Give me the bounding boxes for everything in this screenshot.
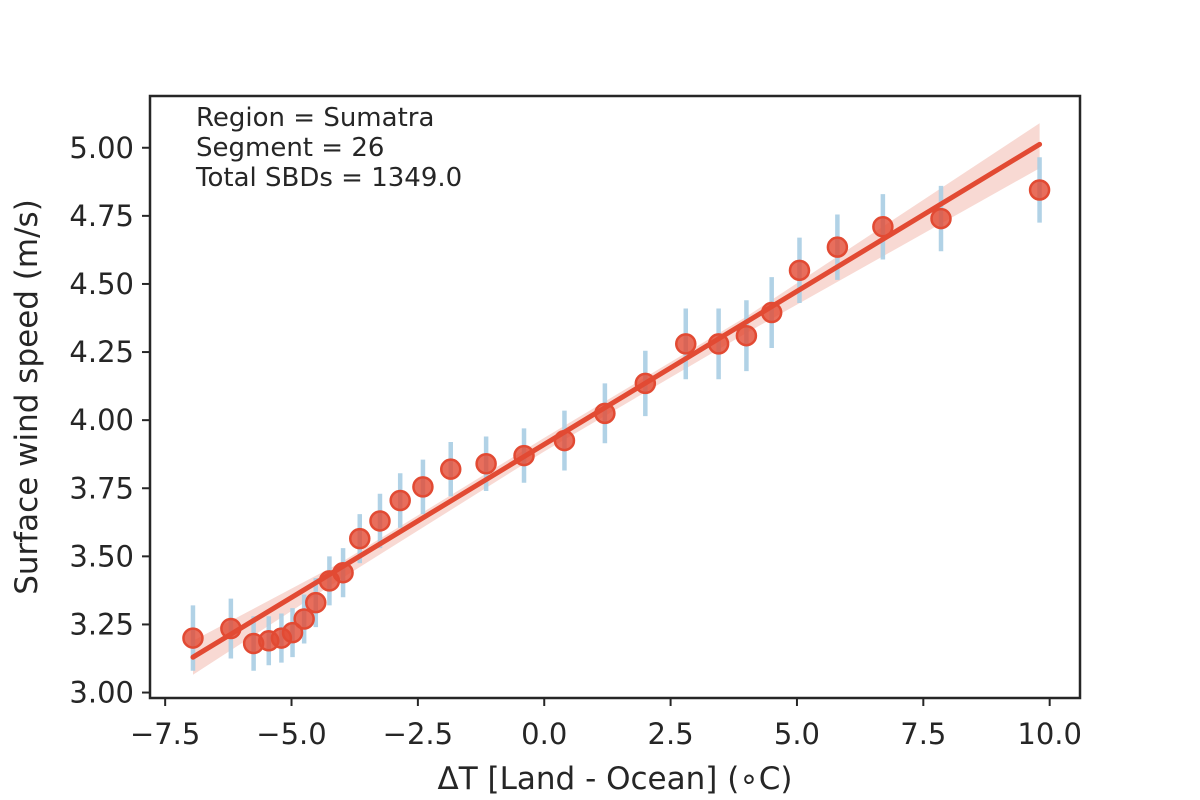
data-point (475, 452, 497, 475)
x-tick-label: 2.5 (648, 717, 694, 751)
data-point (594, 402, 616, 425)
x-tick-label: −2.5 (383, 717, 453, 751)
annotation-total-sbds: Total SBDs = 1349.0 (195, 163, 462, 193)
y-tick-label: 3.00 (69, 676, 134, 710)
data-point (826, 236, 849, 258)
x-tick-label: −7.5 (130, 717, 200, 751)
data-point (305, 591, 327, 614)
data-point (872, 216, 894, 238)
data-point (439, 458, 462, 480)
x-tick-label: −5.0 (256, 717, 326, 751)
data-point (281, 621, 304, 644)
data-point (220, 617, 242, 640)
data-point (293, 608, 315, 630)
data-point (182, 627, 204, 649)
x-tick-label: 0.0 (521, 717, 567, 751)
y-tick-label: 3.25 (69, 607, 134, 641)
data-point (332, 561, 354, 584)
data-point (735, 324, 758, 347)
x-tick-label: 7.5 (900, 717, 946, 751)
annotation-region: Region = Sumatra (196, 103, 434, 133)
data-point (1028, 179, 1051, 201)
plot-area (182, 123, 1051, 675)
x-tick-label: 5.0 (774, 717, 820, 751)
x-axis-label: ΔT [Land - Ocean] (∘C) (438, 761, 793, 797)
y-ticks: 3.00 3.25 3.50 3.75 4.00 4.25 4.50 4.75 5.00 (69, 131, 150, 710)
y-tick-label: 4.75 (69, 199, 134, 233)
axes-frame (148, 94, 1082, 700)
x-tick-label: 10.0 (1017, 717, 1082, 751)
data-point (634, 372, 657, 395)
data-point (788, 259, 811, 282)
data-point (349, 527, 371, 550)
y-tick-label: 4.25 (69, 335, 134, 369)
data-point (553, 429, 576, 452)
data-point (930, 207, 952, 230)
y-axis-label: Surface wind speed (m/s) (9, 199, 45, 595)
y-tick-label: 4.00 (69, 403, 134, 437)
x-ticks: −7.5 −5.0 −2.5 0.0 2.5 5.0 7.5 10.0 (130, 698, 1082, 751)
annotation-segment: Segment = 26 (196, 133, 384, 163)
data-point (369, 510, 391, 532)
data-point (513, 444, 535, 467)
data-point (760, 301, 783, 324)
points-layer (182, 179, 1051, 655)
y-tick-label: 5.00 (69, 131, 134, 165)
y-tick-label: 4.50 (69, 267, 134, 301)
y-tick-label: 3.50 (69, 539, 134, 573)
data-point (675, 333, 697, 355)
annotation-box: Region = Sumatra Segment = 26 Total SBDs… (195, 103, 462, 193)
data-point (389, 489, 411, 512)
data-point (412, 476, 434, 498)
data-point (707, 333, 730, 355)
y-tick-label: 3.75 (69, 471, 134, 505)
